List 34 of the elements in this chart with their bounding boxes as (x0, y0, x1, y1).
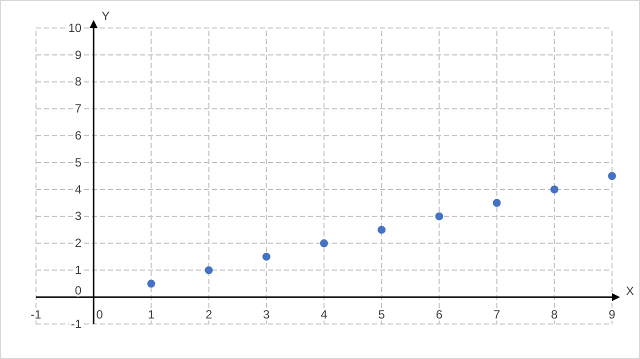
x-tick-label: 1 (148, 308, 155, 322)
y-tick-label: 10 (68, 20, 82, 35)
x-tick-label: 8 (551, 308, 558, 322)
point (435, 212, 444, 220)
x-tick-label: 7 (493, 308, 500, 322)
x-tick-label: 4 (320, 308, 328, 322)
point (204, 266, 213, 274)
point (550, 185, 558, 194)
x-tick-label: 0 (96, 308, 104, 322)
point (608, 172, 616, 180)
y-tick-label: 1 (74, 263, 82, 278)
y-tick-label: 4 (74, 182, 82, 196)
y-tick-label: -1 (70, 316, 82, 331)
x-tick-label: 6 (436, 308, 443, 322)
x-tick-label: -1 (30, 308, 42, 322)
x-tick-label: 9 (608, 308, 616, 322)
x-tick-label: 3 (263, 308, 270, 322)
y-tick-label: 5 (74, 155, 82, 170)
y-tick-label: 0 (74, 284, 82, 298)
y-tick-label: 2 (74, 236, 82, 250)
x-tick-label: 2 (205, 308, 212, 322)
y-tick-label: 6 (74, 128, 82, 142)
point (262, 252, 270, 261)
x-tick-label: 5 (378, 308, 386, 322)
point (378, 226, 386, 234)
y-tick-label: 9 (74, 48, 82, 62)
x-axis-title: X (626, 284, 634, 298)
y-axis-title: Y (102, 9, 110, 23)
y-tick-label: 3 (74, 209, 82, 224)
point (320, 239, 328, 248)
point (147, 280, 156, 288)
y-tick-label: 8 (74, 74, 82, 89)
point (492, 198, 501, 207)
y-tick-label: 7 (74, 102, 82, 116)
